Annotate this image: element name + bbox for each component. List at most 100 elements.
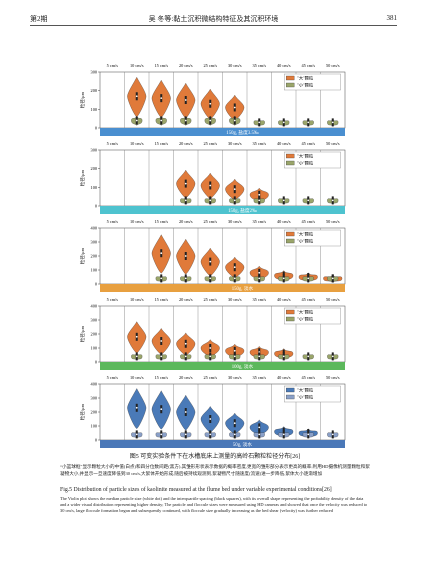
velocity-label: 35 cm/s xyxy=(253,297,267,302)
violin xyxy=(249,419,269,436)
violin xyxy=(253,430,265,439)
median-dot xyxy=(331,199,334,202)
velocity-label: 40 cm/s xyxy=(277,375,291,380)
median-dot xyxy=(331,121,334,124)
violin xyxy=(229,274,241,283)
velocity-label: 25 cm/s xyxy=(204,219,218,224)
violin xyxy=(302,118,314,127)
median-dot xyxy=(233,119,236,122)
median-dot xyxy=(233,355,236,358)
violin xyxy=(278,352,290,361)
violin xyxy=(302,430,314,439)
legend-box xyxy=(284,73,341,91)
median-dot xyxy=(307,277,310,280)
legend-label: "大"颗粒 xyxy=(297,231,313,238)
median-dot xyxy=(209,260,212,263)
median-dot xyxy=(209,347,212,349)
condition-band xyxy=(100,284,345,292)
y-axis-label: 粒径/μm xyxy=(79,403,86,420)
median-dot xyxy=(135,95,138,98)
median-dot xyxy=(258,433,261,436)
velocity-label: 35 cm/s xyxy=(253,375,267,380)
median-dot xyxy=(209,102,212,105)
velocity-label: 15 cm/s xyxy=(155,141,169,146)
velocity-label: 45 cm/s xyxy=(302,219,316,224)
velocity-label: 30 cm/s xyxy=(228,219,242,224)
velocity-label: 50 cm/s xyxy=(326,219,340,224)
legend-swatch xyxy=(286,309,295,315)
violin xyxy=(155,115,167,126)
y-tick-label: 300 xyxy=(91,240,97,245)
median-dot xyxy=(233,188,236,191)
median-dot xyxy=(331,433,334,436)
median-dot xyxy=(282,355,285,358)
velocity-label: 25 cm/s xyxy=(204,297,218,302)
median-dot xyxy=(331,355,334,358)
median-dot xyxy=(209,199,212,202)
running-title: 吴 冬等:黏土沉积微结构特征及其沉积环境 xyxy=(148,15,279,23)
median-dot xyxy=(307,433,310,436)
median-dot xyxy=(184,277,187,280)
median-dot xyxy=(160,340,163,342)
violin xyxy=(200,172,220,199)
violin xyxy=(180,430,192,439)
violin xyxy=(204,196,216,205)
velocity-label: 10 cm/s xyxy=(130,141,144,146)
y-tick-label: 300 xyxy=(91,148,97,153)
legend-swatch xyxy=(286,387,295,393)
condition-label: 100g, 淡水 xyxy=(232,363,254,370)
violin xyxy=(302,196,314,205)
y-tick-label: 0 xyxy=(95,438,97,443)
median-dot xyxy=(135,433,138,436)
violin xyxy=(278,430,290,439)
velocity-label: 40 cm/s xyxy=(277,297,291,302)
y-tick-label: 0 xyxy=(95,126,97,131)
violin xyxy=(176,82,196,119)
median-dot xyxy=(160,433,163,436)
violin xyxy=(200,339,220,358)
median-dot xyxy=(184,119,187,122)
violin xyxy=(151,328,171,355)
median-dot xyxy=(184,342,187,345)
median-dot xyxy=(233,433,236,436)
velocity-label: 45 cm/s xyxy=(302,297,316,302)
median-dot xyxy=(184,182,187,185)
violin xyxy=(253,196,265,205)
condition-label: 150g, 淡水 xyxy=(232,285,254,292)
y-tick-label: 400 xyxy=(91,382,97,387)
median-dot xyxy=(233,349,236,352)
median-dot xyxy=(282,199,285,202)
y-tick-label: 0 xyxy=(95,282,97,287)
median-dot xyxy=(307,199,310,202)
median-dot xyxy=(209,355,212,358)
velocity-label: 45 cm/s xyxy=(302,375,316,380)
velocity-label: 35 cm/s xyxy=(253,219,267,224)
velocity-label: 5 cm/s xyxy=(107,297,119,302)
y-axis-label: 粒径/μm xyxy=(79,91,86,108)
y-tick-label: 300 xyxy=(91,396,97,401)
violin xyxy=(127,321,147,354)
median-dot xyxy=(209,277,212,280)
velocity-label: 5 cm/s xyxy=(107,63,119,68)
velocity-label: 10 cm/s xyxy=(130,297,144,302)
violin xyxy=(278,118,290,127)
legend-label: "大"颗粒 xyxy=(297,75,313,82)
median-dot xyxy=(258,426,261,429)
median-dot xyxy=(184,411,187,413)
velocity-label: 30 cm/s xyxy=(228,375,242,380)
legend-box xyxy=(284,307,341,325)
median-dot xyxy=(282,121,285,124)
violin xyxy=(204,352,216,361)
legend-swatch xyxy=(286,160,295,166)
velocity-label: 30 cm/s xyxy=(228,297,242,302)
y-tick-label: 300 xyxy=(91,70,97,75)
legend-label: "小"颗粒 xyxy=(297,160,313,167)
velocity-label: 25 cm/s xyxy=(204,375,218,380)
violin xyxy=(155,430,167,439)
median-dot xyxy=(233,422,236,425)
legend-swatch xyxy=(286,153,295,159)
violin xyxy=(180,352,192,361)
median-dot xyxy=(135,335,138,338)
median-dot xyxy=(209,119,212,122)
y-tick-label: 100 xyxy=(91,346,97,351)
